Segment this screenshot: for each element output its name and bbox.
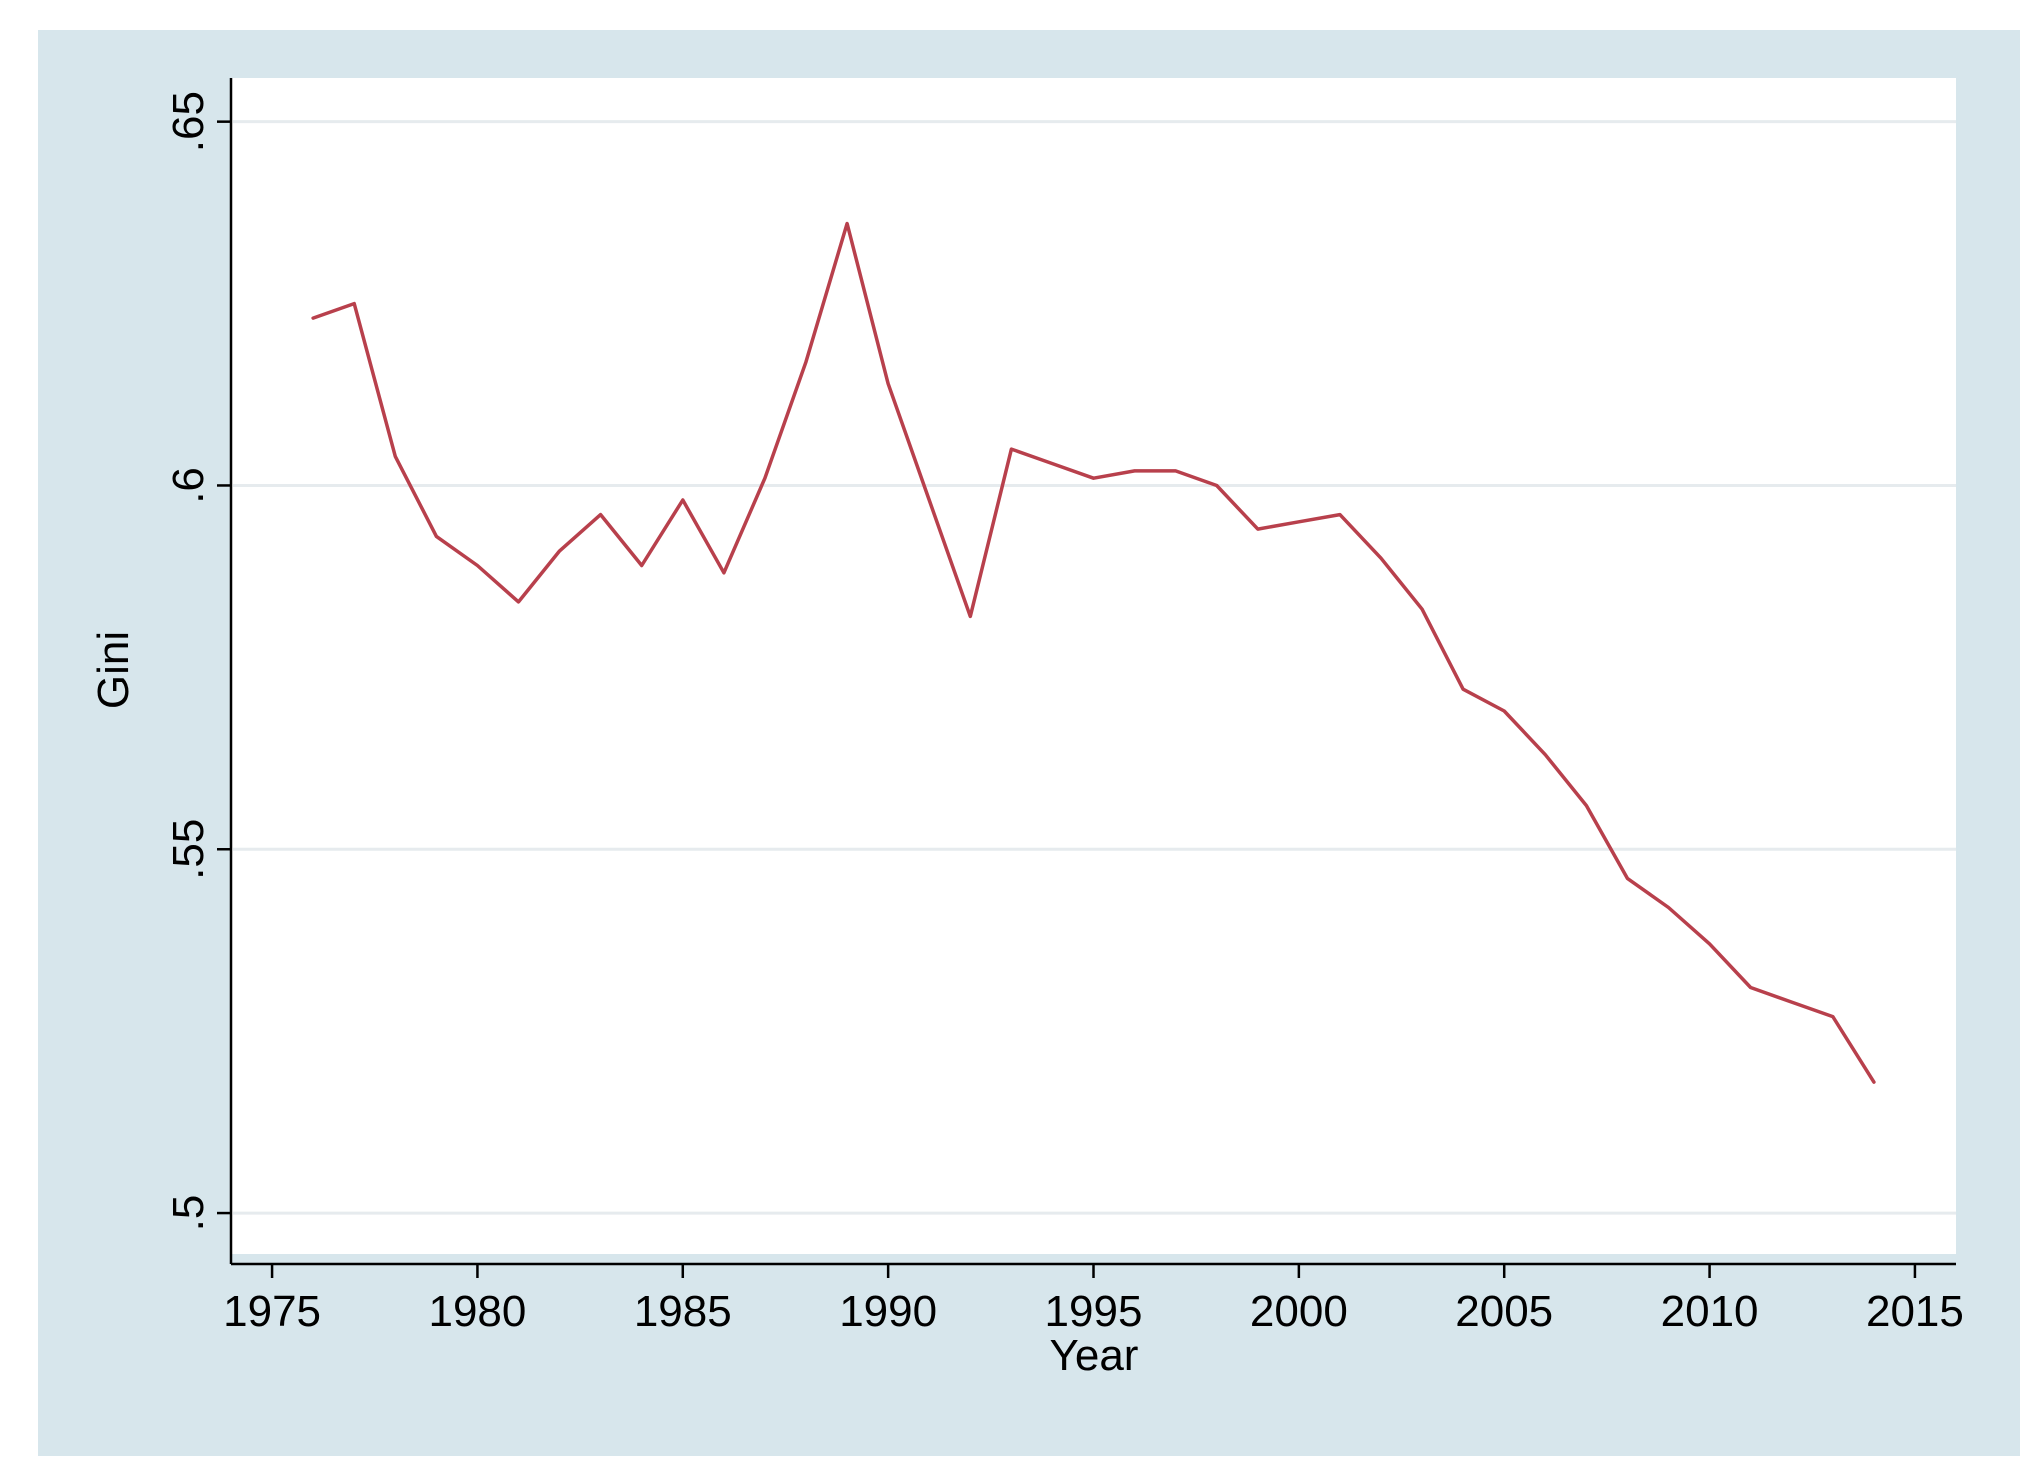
- line-chart: .5 .55 .6 .65 1975 1980 1985 1990 1995 2000 2005 20…: [89, 78, 1964, 1380]
- x-tick-label: 2015: [1866, 1287, 1964, 1336]
- y-tick-label: .55: [164, 819, 213, 880]
- x-tick-label: 1980: [428, 1287, 526, 1336]
- y-tick-label: .65: [164, 91, 213, 152]
- x-tick-label: 1990: [839, 1287, 937, 1336]
- x-tick-label: 1975: [223, 1287, 321, 1336]
- x-tick-label: 2010: [1661, 1287, 1759, 1336]
- series: [311, 221, 1876, 1084]
- ticks: .5 .55 .6 .65 1975 1980 1985 1990 1995 2000 2005 20…: [164, 91, 1964, 1336]
- y-tick-label: .5: [164, 1195, 213, 1232]
- x-tick-label: 1985: [634, 1287, 732, 1336]
- y-axis-title: Gini: [89, 631, 138, 709]
- x-tick-label: 1995: [1045, 1287, 1143, 1336]
- x-tick-label: 2005: [1455, 1287, 1553, 1336]
- chart-frame: .5 .55 .6 .65 1975 1980 1985 1990 1995 2000 2005 20…: [38, 30, 2020, 1456]
- y-tick-label: .6: [164, 467, 213, 504]
- x-tick-label: 2000: [1250, 1287, 1348, 1336]
- gini-line: [311, 221, 1876, 1084]
- x-axis-title: Year: [1050, 1331, 1139, 1380]
- gridlines: [233, 120, 1956, 1215]
- plot-area: [231, 78, 1956, 1254]
